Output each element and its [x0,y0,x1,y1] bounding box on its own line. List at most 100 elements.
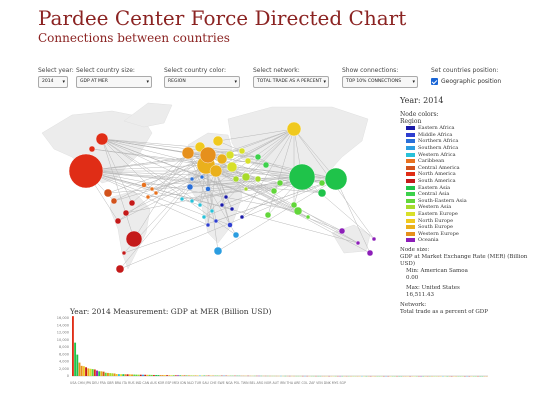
geographic-position-toggle[interactable]: Geographic position [431,78,501,85]
chevron-down-icon: ▾ [62,79,65,85]
connection-line [101,138,157,194]
country-node[interactable] [225,150,235,160]
legend-item: Central America [406,165,535,172]
country-node[interactable] [125,230,143,248]
connection-line [215,170,359,244]
country-node[interactable] [226,161,238,173]
country-node[interactable] [181,146,195,160]
bar [117,374,120,376]
country-node[interactable] [103,188,113,198]
checkbox-checked-icon[interactable] [431,78,438,85]
country-node[interactable] [95,132,109,146]
country-node[interactable] [338,227,346,235]
country-node[interactable] [232,231,240,239]
country-node[interactable] [239,214,245,220]
country-node[interactable] [205,186,211,192]
country-node[interactable] [114,217,122,225]
country-node[interactable] [232,175,240,183]
country-node[interactable] [317,188,327,198]
bar [161,375,164,376]
country-node[interactable] [128,199,136,207]
country-node[interactable] [286,121,302,137]
country-node[interactable] [209,208,215,214]
country-node[interactable] [121,250,127,256]
bar [188,375,190,376]
legend-swatch [406,231,415,236]
size-select[interactable]: GDP AT MER ▾ [76,76,152,88]
country-node[interactable] [212,135,224,147]
country-node[interactable] [318,179,326,187]
country-node[interactable] [153,190,159,196]
country-node[interactable] [241,172,251,182]
country-node[interactable] [179,196,185,202]
country-node[interactable] [324,167,348,191]
country-node[interactable] [88,145,96,153]
connection-line [101,138,259,180]
country-node[interactable] [216,153,228,165]
country-node[interactable] [205,222,211,228]
country-node[interactable] [209,164,223,178]
y-tick-label: 16,000 [57,316,69,320]
country-node[interactable] [122,209,130,217]
country-node[interactable] [201,214,207,220]
country-node[interactable] [305,214,311,220]
country-node[interactable] [254,175,262,183]
country-node[interactable] [189,176,195,182]
bar [115,374,118,376]
country-node[interactable] [186,183,194,191]
max-value: 16,511.43 [406,291,434,298]
bar [142,374,144,376]
country-node[interactable] [276,179,284,187]
country-node[interactable] [197,202,203,208]
country-node[interactable] [254,153,262,161]
country-node[interactable] [290,201,298,209]
country-node[interactable] [293,206,303,216]
bar [155,375,158,376]
connection-line [215,170,233,210]
connections-select[interactable]: TOP 10% CONNECTIONS ▾ [342,76,418,88]
country-node[interactable] [229,206,235,212]
country-node[interactable] [213,218,219,224]
color-select[interactable]: REGION ▾ [164,76,240,88]
country-node[interactable] [366,249,374,257]
country-node[interactable] [199,146,217,164]
country-node[interactable] [219,202,225,208]
world-network-map[interactable] [32,93,392,293]
country-node[interactable] [68,153,104,189]
country-node[interactable] [110,197,118,205]
country-node[interactable] [115,264,125,274]
bar [174,375,177,376]
region-legend: Eastern Africa Middle Africa Northern Afri… [400,125,535,244]
connection-line [205,164,303,178]
bar [102,371,105,376]
country-node[interactable] [262,161,270,169]
bar [78,362,81,376]
network-select[interactable]: TOTAL TRADE AS A PERCENT ▾ [253,76,329,88]
country-node[interactable] [199,174,205,180]
country-node[interactable] [149,186,155,192]
y-tick-label: 6,000 [59,352,69,356]
year-select[interactable]: 2014 ▾ [38,76,68,88]
legend-label: Middle Africa [418,131,453,138]
country-node[interactable] [227,222,233,228]
country-node[interactable] [270,187,278,195]
country-node[interactable] [371,236,377,242]
legend-item: Southern Africa [406,145,535,152]
country-node[interactable] [355,240,361,246]
bar [87,368,90,376]
country-node[interactable] [213,246,223,256]
country-node[interactable] [238,147,246,155]
country-node[interactable] [243,186,249,192]
country-node[interactable] [145,194,151,200]
bar [89,368,92,376]
country-node[interactable] [288,163,316,191]
country-node[interactable] [244,157,252,165]
position-control: Set countries position: [431,67,531,74]
country-node[interactable] [189,198,195,204]
bar [82,366,85,376]
country-node[interactable] [223,194,229,200]
country-node[interactable] [264,211,272,219]
country-node[interactable] [141,182,147,188]
connection-line [207,170,217,226]
network-title: Network: [400,301,427,308]
